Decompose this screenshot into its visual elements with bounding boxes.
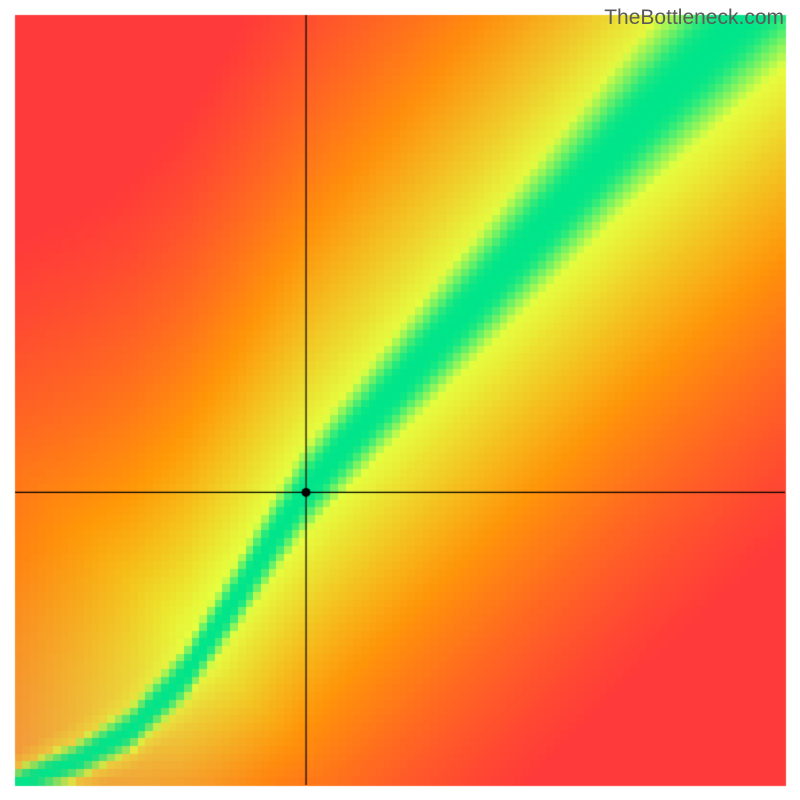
watermark-text: TheBottleneck.com bbox=[604, 6, 784, 30]
bottleneck-heatmap bbox=[0, 0, 800, 800]
chart-container: { "watermark": { "text": "TheBottleneck.… bbox=[0, 0, 800, 800]
